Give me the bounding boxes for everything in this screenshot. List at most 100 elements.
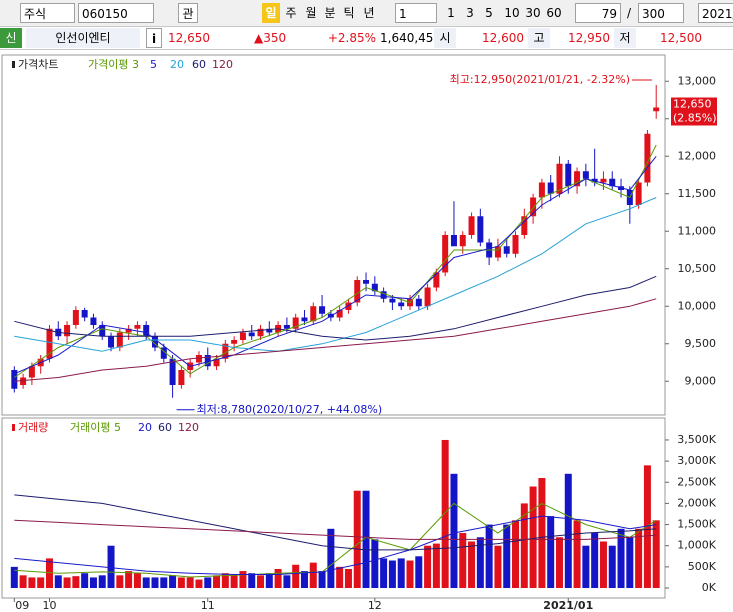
legend-entry: 20: [138, 421, 152, 434]
volume-bar: [45, 558, 53, 589]
watch-button[interactable]: 관: [178, 3, 198, 23]
candle-body: [442, 235, 449, 273]
y-tick-label: 1,500K: [677, 518, 716, 531]
volume-bar: [54, 575, 62, 589]
candle-body: [222, 343, 229, 359]
max-input[interactable]: 300: [638, 3, 684, 23]
code-input[interactable]: 060150: [78, 3, 154, 23]
volume-bar: [494, 545, 502, 589]
legend-entry: 20: [170, 58, 184, 71]
volume-bar: [626, 537, 634, 589]
candle-body: [459, 235, 466, 247]
volume-bar: [432, 543, 440, 589]
volume-bar: [274, 568, 282, 589]
candle-body: [248, 332, 255, 337]
candle-body: [257, 328, 264, 337]
candle-body: [398, 302, 405, 307]
x-tick-label: 10: [42, 599, 56, 612]
candle-body: [371, 283, 378, 292]
candle-body: [292, 317, 299, 329]
candle-body: [116, 332, 123, 348]
volume-bar: [283, 575, 291, 589]
interval-button[interactable]: 30: [525, 6, 541, 20]
open-label: 시: [434, 28, 456, 48]
candle-body: [644, 133, 651, 183]
market-select[interactable]: 주식: [20, 3, 75, 23]
volume-bar: [265, 573, 273, 589]
volume-bar: [10, 566, 18, 589]
legend-marker: [12, 61, 15, 68]
candle-body: [477, 216, 484, 243]
volume-bar: [37, 577, 45, 589]
x-tick-label: 11: [201, 599, 215, 612]
volume-bar: [125, 571, 133, 589]
volume-bar: [529, 486, 537, 589]
low-label: 저: [614, 28, 636, 48]
price: 12,650: [168, 31, 210, 45]
period-button[interactable]: 월: [305, 6, 317, 20]
candle-body: [635, 182, 642, 205]
volume-bar: [19, 575, 27, 589]
date-input[interactable]: 2021/: [698, 3, 733, 23]
volume-bar: [98, 575, 106, 589]
volume-bar: [362, 490, 370, 589]
interval-select[interactable]: 1: [395, 3, 437, 23]
volume-bar: [371, 539, 379, 589]
volume-bar: [652, 520, 660, 589]
candle-body: [336, 310, 343, 318]
volume-bar: [520, 503, 528, 589]
y-tick-label: 2,500K: [677, 475, 716, 488]
interval-button[interactable]: 60: [546, 6, 562, 20]
period-button[interactable]: 일: [262, 3, 280, 23]
badge: 신: [0, 28, 22, 48]
y-tick-label: 12,000: [678, 149, 717, 162]
count-input[interactable]: 79: [575, 3, 621, 23]
candle-body: [565, 163, 572, 187]
volume-bar: [300, 571, 308, 589]
period-button[interactable]: 분: [324, 6, 336, 20]
volume-bar: [512, 520, 520, 589]
period-button[interactable]: 년: [363, 6, 375, 20]
open: 12,600: [482, 31, 524, 45]
candle-body: [415, 298, 422, 307]
moving-average: [14, 298, 657, 382]
y-tick-label: 3,000K: [677, 454, 716, 467]
volume-bar: [133, 573, 141, 589]
volume-bar: [221, 573, 229, 589]
legend-title: 가격차트: [18, 58, 58, 71]
candle-body: [108, 336, 115, 348]
volume-bar: [81, 573, 89, 589]
candle-body: [363, 280, 370, 284]
moving-average: [14, 515, 657, 575]
period-button[interactable]: 틱: [343, 6, 355, 20]
interval-button[interactable]: 3: [466, 6, 474, 20]
volume-bar: [476, 537, 484, 589]
candle-body: [609, 178, 616, 187]
volume-bar: [388, 560, 396, 589]
interval-button[interactable]: 1: [447, 6, 455, 20]
stock-name: 인선이엔티: [26, 28, 140, 48]
last-rate: (2.85%): [673, 112, 717, 125]
candle-body: [160, 347, 167, 359]
volume-bar: [547, 516, 555, 589]
legend-entry: 60: [192, 58, 206, 71]
candle-body: [152, 336, 158, 348]
candle-body: [310, 306, 317, 322]
volume-bar: [160, 577, 168, 589]
y-tick-label: 9,500: [685, 337, 717, 350]
interval-button[interactable]: 5: [485, 6, 493, 20]
volume-bar: [72, 576, 80, 589]
volume-bar: [195, 579, 203, 589]
volume: 1,640,451: [380, 31, 442, 45]
volume-bar: [116, 575, 124, 589]
volume-bar: [344, 568, 352, 589]
candle-body: [380, 291, 387, 299]
legend-title: 거래량: [18, 421, 48, 434]
volume-bar: [186, 577, 194, 589]
volume-bar: [599, 541, 607, 589]
period-button[interactable]: 주: [285, 6, 297, 20]
legend-entry: 거래이평 5: [70, 421, 121, 434]
last-price-box: [671, 97, 717, 126]
interval-button[interactable]: 10: [504, 6, 520, 20]
info-button[interactable]: i: [146, 28, 162, 48]
